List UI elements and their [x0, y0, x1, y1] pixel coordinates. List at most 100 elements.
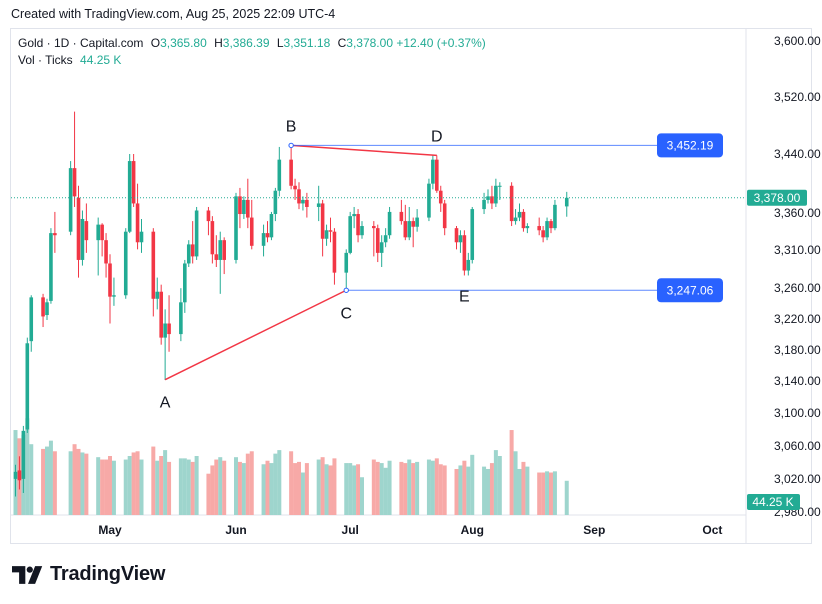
- volume-bar: [300, 472, 305, 515]
- volume-bar: [552, 471, 557, 515]
- volume-bar: [360, 477, 364, 515]
- candle-body: [399, 211, 404, 222]
- volume-bar: [131, 452, 136, 515]
- candle-body: [427, 183, 431, 218]
- candle-body: [123, 231, 128, 296]
- candle-body: [112, 295, 116, 297]
- volume-bar: [462, 460, 467, 515]
- level-price-tag-text: 3,247.06: [667, 283, 714, 297]
- price-tick-label: 3,260.00: [774, 281, 821, 295]
- chart-frame: [10, 28, 812, 544]
- candle-body: [127, 161, 132, 232]
- volume-bar: [541, 472, 546, 515]
- volume-bar: [222, 460, 227, 515]
- candle-body: [13, 471, 18, 479]
- volume-bar: [159, 456, 164, 515]
- candle-body: [431, 159, 435, 184]
- volume-bar: [41, 448, 46, 515]
- candle-body: [375, 228, 380, 253]
- volume-bar: [237, 461, 242, 515]
- volume-bar: [48, 440, 53, 515]
- candle-body: [277, 159, 282, 191]
- candle-body: [104, 240, 108, 264]
- volume-bar: [111, 460, 116, 515]
- price-tick-label: 3,060.00: [774, 439, 821, 453]
- month-tick-label: Jun: [225, 523, 246, 537]
- candle-body: [383, 235, 388, 243]
- volume-bar: [206, 473, 211, 515]
- level-price-tag: [657, 278, 723, 303]
- volume-bar: [163, 450, 168, 515]
- candle-body: [234, 196, 238, 260]
- candle-body: [458, 235, 463, 243]
- candle-body: [265, 233, 270, 238]
- level-price-tag-text: 3,452.19: [667, 138, 714, 152]
- volume-bar: [348, 463, 353, 515]
- symbol-label[interactable]: Gold · 1D · Capital.com: [18, 36, 144, 50]
- volume-bar: [411, 463, 416, 515]
- volume-bar: [426, 459, 431, 515]
- high-key: H: [214, 36, 223, 50]
- volume-bar: [521, 461, 526, 515]
- candles: [13, 111, 569, 497]
- candle-body: [21, 430, 26, 479]
- candle-body: [297, 189, 301, 204]
- volume-bar: [375, 461, 380, 515]
- volume-bar: [352, 465, 357, 515]
- volume-bar: [68, 451, 73, 515]
- candle-body: [214, 254, 219, 260]
- tradingview-logo[interactable]: TradingView: [12, 563, 165, 586]
- pattern-point-label: E: [459, 288, 470, 305]
- price-tick-label: 3,100.00: [774, 406, 821, 420]
- volume-bar: [104, 459, 109, 515]
- high-value: 3,386.39: [222, 36, 270, 50]
- volume-bar: [399, 461, 404, 515]
- volume-bar: [269, 463, 274, 515]
- volume-bar: [234, 457, 238, 515]
- volume-bar: [76, 448, 81, 515]
- close-value: 3,378.00: [346, 36, 393, 50]
- volume-bar: [72, 444, 77, 515]
- price-tick-label: 3,310.00: [774, 243, 821, 257]
- last-volume-tag-text: 44.25 K: [752, 495, 793, 509]
- price-tick-label: 3,440.00: [774, 147, 821, 161]
- pattern-line-bd: [291, 144, 437, 157]
- candle-body: [462, 235, 467, 271]
- volume-bar: [403, 463, 408, 515]
- candle-body: [372, 226, 376, 229]
- volume-bar: [466, 466, 471, 515]
- candle-body: [435, 159, 439, 191]
- open-key: O: [150, 36, 161, 50]
- volume-bar: [29, 444, 34, 515]
- close-key: C: [337, 36, 347, 50]
- candle-body: [387, 211, 392, 236]
- candle-body: [167, 323, 171, 335]
- candle-body: [151, 231, 156, 299]
- candle-body: [328, 230, 333, 232]
- volume-label[interactable]: Vol · Ticks: [18, 53, 73, 67]
- level-price-tag: [657, 133, 723, 158]
- level-anchor-dot: [343, 287, 349, 293]
- candle-body: [17, 470, 22, 481]
- candle-body: [549, 221, 553, 229]
- candle-body: [49, 233, 53, 301]
- level-anchor-dot: [288, 142, 294, 149]
- volume-bar: [265, 460, 270, 515]
- month-tick-label: Aug: [461, 523, 484, 537]
- candle-body: [183, 263, 187, 303]
- time-axis: May Jun Jul Aug Sep Oct: [98, 523, 722, 537]
- price-tick-label: 3,180.00: [774, 343, 821, 357]
- volume-bar: [454, 468, 459, 515]
- candle-body: [466, 259, 471, 271]
- candle-body: [84, 221, 89, 241]
- candle-body: [403, 221, 408, 238]
- candle-body: [41, 297, 45, 317]
- candle-body: [521, 211, 526, 229]
- volume-bar: [108, 456, 112, 515]
- volume-bar: [383, 467, 388, 515]
- candle-body: [100, 224, 104, 241]
- price-tick-label: 3,360.00: [774, 206, 821, 220]
- volume-bar: [304, 463, 309, 515]
- candle-body: [324, 230, 329, 239]
